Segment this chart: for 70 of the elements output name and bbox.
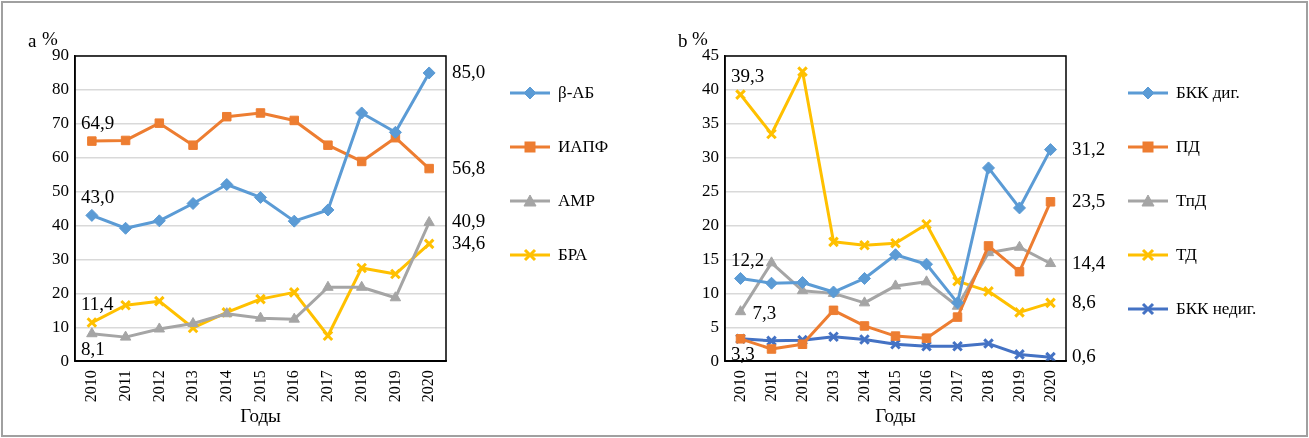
data-label: 40,9 [452,210,486,232]
x-tick-label: 2012 [149,370,167,403]
legend-label: ИАПФ [558,137,609,157]
x-tick-label: 2018 [978,370,996,403]
data-label: 56,8 [452,156,486,178]
legend-label: β-АБ [558,83,595,103]
x-tick-label: 2010 [82,370,100,403]
data-label: 14,4 [1072,251,1106,273]
y-tick-label: 10 [52,316,69,336]
x-tick-label: 2011 [115,370,133,402]
legend-label: БКК недиг. [1176,299,1257,319]
data-label: 39,3 [731,65,765,87]
y-tick-label: 60 [52,147,69,167]
data-label: 3,3 [731,343,755,365]
y-tick-label: 5 [710,316,719,336]
x-tick-label: 2015 [250,370,268,403]
legend-label: БРА [558,245,588,265]
legend-label: ПД [1176,137,1200,157]
data-label: 64,9 [81,111,115,133]
y-tick-label: 80 [52,79,69,99]
y-tick-label: 40 [52,215,69,235]
legend-label: ТД [1176,245,1197,265]
y-tick-label: 25 [702,181,719,201]
x-tick-label: 2015 [885,370,903,403]
x-tick-label: 2013 [823,370,841,403]
y-tick-label: 40 [702,79,719,99]
data-label: 34,6 [452,231,486,253]
x-tick-label: 2020 [1040,370,1058,403]
data-label: 43,0 [81,185,115,207]
data-label: 8,1 [81,338,105,360]
data-label: 11,4 [81,293,115,315]
x-tick-label: 2019 [1009,370,1027,403]
y-tick-label: 0 [710,350,719,370]
legend-label: АМР [558,191,595,211]
y-tick-label: 10 [702,282,719,302]
y-tick-label: 30 [52,248,69,268]
x-tick-label: 2014 [854,370,872,403]
y-tick-label: 0 [60,350,69,370]
legend-label: БКК диг. [1176,83,1240,103]
x-tick-label: 2018 [351,370,369,403]
x-tick-label: 2016 [284,370,302,403]
data-label: 0,6 [1072,345,1096,367]
y-tick-label: 70 [52,113,69,133]
y-tick-label: 30 [702,147,719,167]
x-tick-label: 2017 [318,370,336,403]
data-label: 31,2 [1072,137,1106,159]
data-label: 12,2 [731,248,765,270]
chart-title: b [678,29,688,51]
data-label: 7,3 [752,301,777,323]
data-label: 8,6 [1072,290,1096,312]
legend-label: ТпД [1176,191,1207,211]
y-tick-label: 20 [702,215,719,235]
y-tick-label: 50 [52,181,69,201]
x-tick-label: 2012 [792,370,810,403]
x-axis-title: Годы [875,404,917,426]
x-tick-label: 2017 [947,370,965,403]
x-axis-title: Годы [240,404,282,426]
x-tick-label: 2011 [761,370,779,402]
x-tick-label: 2019 [385,370,403,403]
x-tick-label: 2014 [216,370,234,403]
x-tick-label: 2020 [419,370,437,403]
x-tick-label: 2016 [916,370,934,403]
data-label: 85,0 [452,60,486,82]
y-tick-label: 20 [52,282,69,302]
chart-title: a [28,29,37,51]
x-tick-label: 2013 [183,370,201,403]
y-tick-label: 35 [702,113,719,133]
x-tick-label: 2010 [730,370,748,403]
data-label: 23,5 [1072,189,1106,211]
y-tick-label: 15 [702,248,719,268]
